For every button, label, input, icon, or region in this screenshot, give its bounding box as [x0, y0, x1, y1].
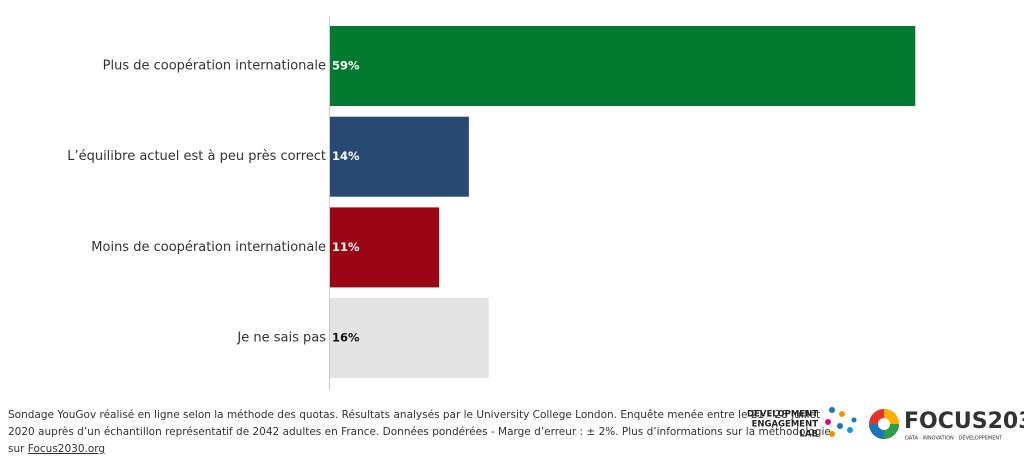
y-tick-label: Moins de coopération internationale: [91, 240, 326, 255]
footer-text: sur: [8, 443, 25, 455]
data-label: 59%: [332, 59, 360, 73]
logo-text: FOCUS2030: [904, 409, 1024, 434]
bar: [330, 26, 916, 106]
y-tick-label: L’équilibre actuel est à peu près correc…: [67, 149, 326, 164]
logo-text: ENGAGEMENT: [752, 420, 819, 430]
data-label: 14%: [332, 149, 360, 163]
footer: Sondage YouGov réalisé en ligne selon la…: [8, 407, 831, 458]
bar: [330, 298, 489, 379]
bar: [330, 207, 440, 288]
logo-text: DATA · INNOVATION · DÉVELOPPEMENT: [905, 434, 1003, 442]
footer-line: 2020 auprès d’un échantillon représentat…: [8, 426, 831, 438]
footer-link[interactable]: Focus2030.org: [27, 443, 106, 455]
del-icon: [825, 407, 857, 437]
y-tick-label: Je ne sais pas: [236, 331, 326, 346]
data-label: 16%: [332, 331, 360, 345]
logo-text: DEVELOPMENT: [747, 410, 818, 420]
footer-line: sur Focus2030.org: [8, 441, 831, 458]
bar: [330, 116, 469, 197]
data-label: 11%: [332, 240, 360, 254]
y-tick-label: Plus de coopération internationale: [103, 59, 326, 74]
focus-icon: [869, 409, 899, 439]
chart: Plus de coopération internationale 59% L’é…: [67, 16, 916, 390]
logos: DEVELOPMENT ENGAGEMENT LAB FOCUS2030 DAT…: [747, 407, 1024, 442]
logo-text: LAB: [800, 430, 818, 440]
footer-line: Sondage YouGov réalisé en ligne selon la…: [8, 409, 821, 421]
